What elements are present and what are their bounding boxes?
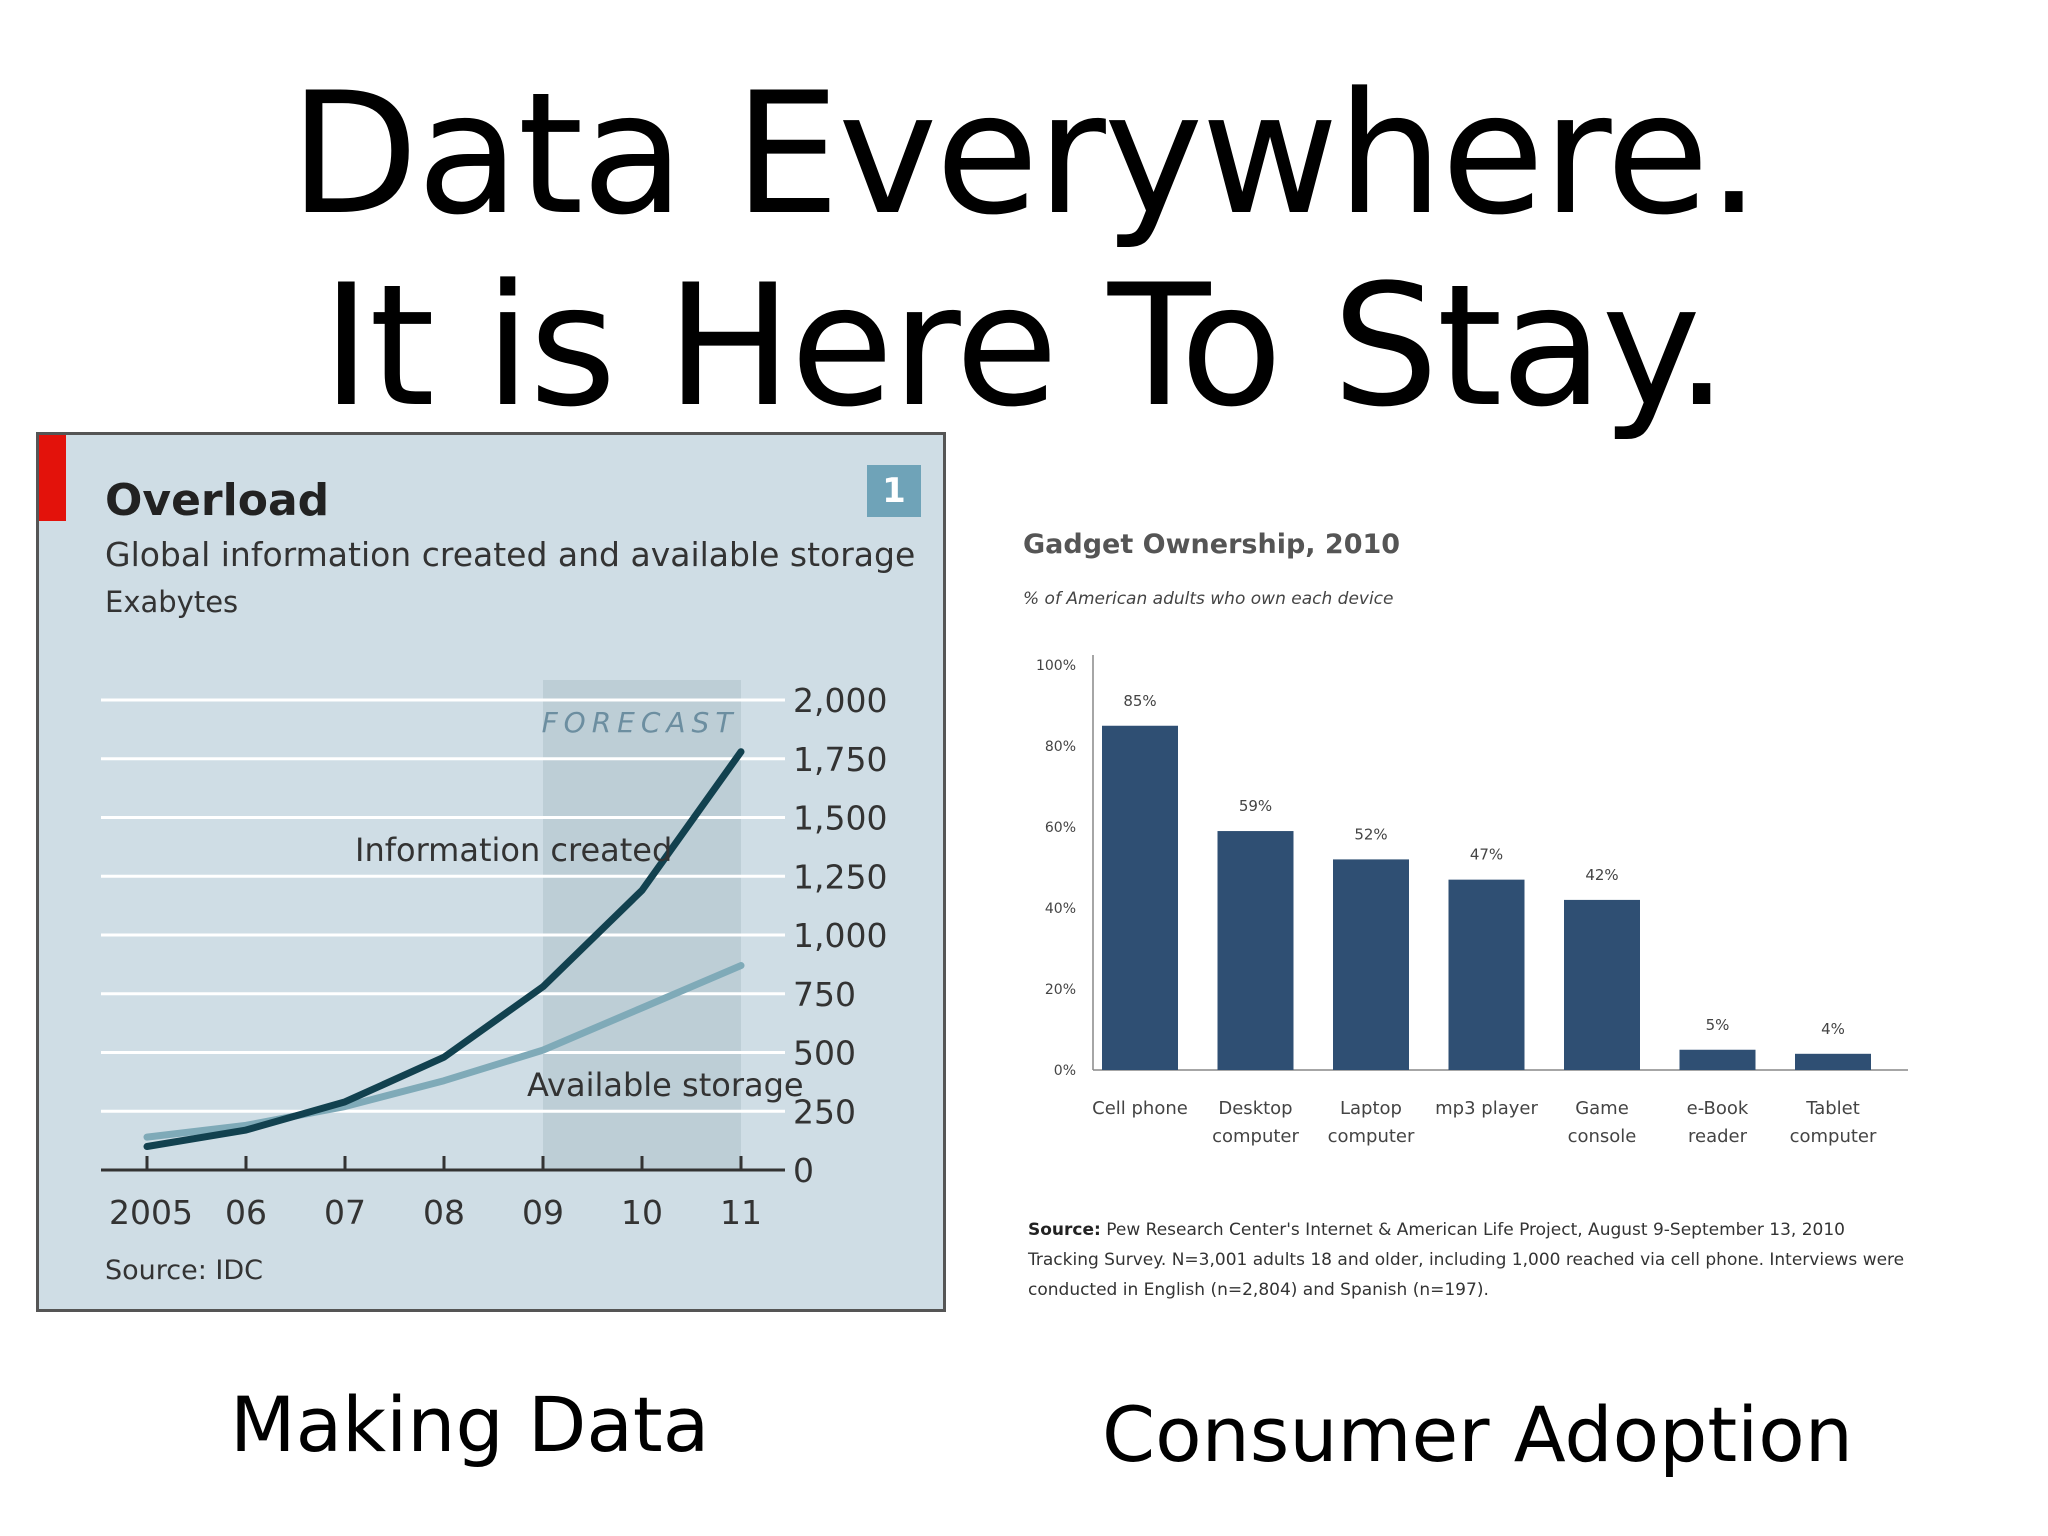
bar-value-label: 4% (1821, 1020, 1845, 1038)
slide-title: Data Everywhere. It is Here To Stay. (0, 58, 2048, 442)
y-tick-label: 60% (1045, 820, 1076, 836)
y-tick-label: 1,000 (793, 916, 887, 955)
overload-chart-source: Source: IDC (105, 1255, 264, 1286)
bar-value-label: 85% (1123, 692, 1156, 710)
y-tick-label: 2,000 (793, 681, 887, 720)
x-tick-label: 11 (720, 1193, 762, 1232)
category-label: Tablet (1805, 1098, 1860, 1119)
slide-title-line-2: It is Here To Stay. (321, 248, 1729, 444)
y-tick-label: 20% (1045, 982, 1076, 998)
gadget-chart-subtitle: % of American adults who own each device (1023, 589, 1394, 609)
series-line-information-created (143, 748, 745, 1150)
forecast-band (543, 680, 741, 1170)
bar-value-label: 5% (1706, 1016, 1730, 1034)
series-label-information-created: Information created (355, 831, 672, 869)
overload-chart-subtitle: Global information created and available… (105, 535, 916, 574)
y-tick-label: 0 (793, 1151, 814, 1190)
category-label: Game (1575, 1098, 1629, 1119)
gadget-source-label: Source: (1028, 1220, 1101, 1240)
overload-chart-panel: Overload Global information created and … (36, 432, 946, 1312)
series-line-available-storage (143, 962, 745, 1141)
bar (1448, 879, 1525, 1070)
x-tick-label: 08 (423, 1193, 465, 1232)
x-tick-label: 06 (225, 1193, 267, 1232)
y-tick-label: 500 (793, 1034, 856, 1073)
overload-chart-unit: Exabytes (105, 585, 239, 619)
category-label: mp3 player (1435, 1098, 1538, 1119)
y-tick-label: 1,500 (793, 799, 887, 838)
category-label: Desktop (1218, 1098, 1292, 1119)
x-tick-label: 10 (621, 1193, 663, 1232)
y-tick-label: 1,750 (793, 740, 887, 779)
overload-line-chart: FORECAST 2,000 1,750 1,500 1,250 1,000 750 500 2… (101, 680, 887, 1232)
series-label-available-storage: Available storage (527, 1066, 804, 1104)
bar (1102, 725, 1178, 1070)
bar-value-label: 47% (1470, 846, 1503, 864)
y-tick-label: 40% (1045, 901, 1076, 917)
caption-making-data: Making Data (230, 1380, 710, 1469)
bar (1217, 831, 1294, 1070)
y-tick-label: 100% (1036, 658, 1076, 674)
y-tick-label: 750 (793, 975, 856, 1014)
y-tick-label: 250 (793, 1092, 856, 1131)
bar-value-label: 52% (1354, 825, 1387, 843)
x-tick-label: 07 (324, 1193, 366, 1232)
overload-chart-title: Overload (105, 475, 330, 526)
bar (1564, 899, 1640, 1070)
gadget-bar-chart: 100% 80% 60% 40% 20% 0% 85% Cell phone 59% Deskto… (1036, 655, 1908, 1147)
red-accent-bar (39, 435, 66, 521)
category-label: Cell phone (1092, 1098, 1188, 1119)
gadget-source-text: Pew Research Center's Internet & America… (1028, 1220, 1905, 1300)
bar (1679, 1049, 1756, 1070)
gadget-chart-panel: Gadget Ownership, 2010 % of American adu… (1018, 505, 1938, 1305)
bar-value-label: 42% (1585, 866, 1618, 884)
bar (1795, 1053, 1871, 1070)
y-tick-label: 1,250 (793, 857, 887, 896)
category-label: Laptop (1340, 1098, 1402, 1119)
category-label: reader (1688, 1126, 1748, 1147)
x-tick-label: 09 (522, 1193, 564, 1232)
bar-value-label: 59% (1239, 797, 1272, 815)
caption-consumer-adoption: Consumer Adoption (1102, 1390, 1853, 1479)
category-label: e-Book (1687, 1098, 1749, 1119)
bar (1333, 859, 1409, 1070)
category-label: computer (1328, 1126, 1415, 1147)
forecast-label: FORECAST (542, 706, 739, 739)
y-tick-label: 80% (1045, 739, 1076, 755)
chart-number-badge: 1 (867, 465, 921, 517)
y-tick-label: 0% (1054, 1063, 1076, 1079)
category-label: computer (1212, 1126, 1299, 1147)
category-label: console (1568, 1126, 1637, 1147)
slide-title-line-1: Data Everywhere. (289, 56, 1760, 252)
category-label: computer (1790, 1126, 1877, 1147)
x-tick-label: 2005 (109, 1193, 193, 1232)
gadget-chart-title: Gadget Ownership, 2010 (1023, 529, 1401, 560)
gadget-chart-source: Source: Pew Research Center's Internet &… (1028, 1215, 1918, 1305)
